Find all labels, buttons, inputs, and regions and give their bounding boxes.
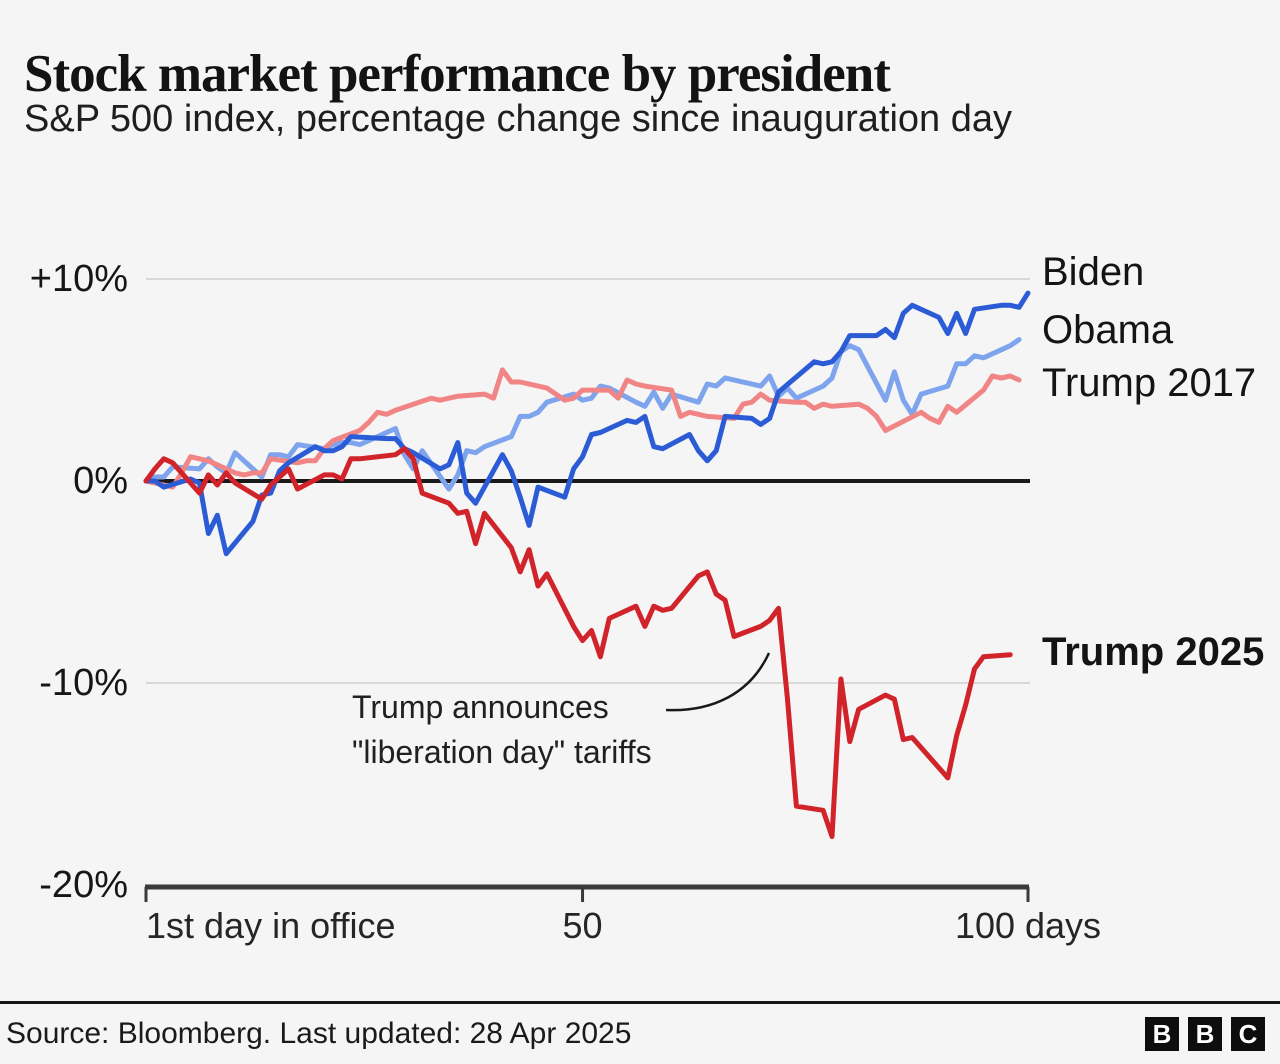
x-tick-label: 1st day in office: [146, 905, 396, 946]
footer-divider: [0, 1001, 1280, 1004]
x-tick-label: 50: [562, 905, 603, 946]
series-line-trump-2025: [143, 446, 1013, 839]
x-tick-label: 100 days: [954, 905, 1102, 946]
series-label-obama: Obama: [1042, 307, 1174, 352]
bbc-logo-block: C: [1231, 1017, 1265, 1051]
annotation-line-1: Trump announces: [352, 689, 609, 725]
series-line-obama: [143, 337, 1022, 492]
series-label-trump-2025: Trump 2025: [1042, 629, 1265, 674]
bbc-logo-block: B: [1188, 1017, 1222, 1051]
y-tick-label: -20%: [39, 864, 128, 906]
source-text: Source: Bloomberg. Last updated: 28 Apr …: [6, 1017, 632, 1050]
series-label-trump-2017: Trump 2017: [1042, 361, 1257, 405]
series-line-trump-2017: [143, 367, 1022, 490]
annotation-line-2: "liberation day" tariffs: [352, 734, 652, 770]
chart-title: Stock market performance by president: [24, 44, 891, 103]
series-line-biden: [143, 290, 1031, 557]
y-tick-label: -10%: [39, 662, 128, 704]
y-tick-label: +10%: [29, 258, 128, 300]
y-tick-label: 0%: [73, 460, 128, 502]
series-label-biden: Biden: [1042, 250, 1145, 295]
annotation-pointer-line: [665, 652, 771, 712]
bbc-logo-block: B: [1145, 1017, 1179, 1051]
chart-subtitle: S&P 500 index, percentage change since i…: [24, 98, 1013, 140]
chart-annotation: Trump announces "liberation day" tariffs: [352, 685, 652, 775]
